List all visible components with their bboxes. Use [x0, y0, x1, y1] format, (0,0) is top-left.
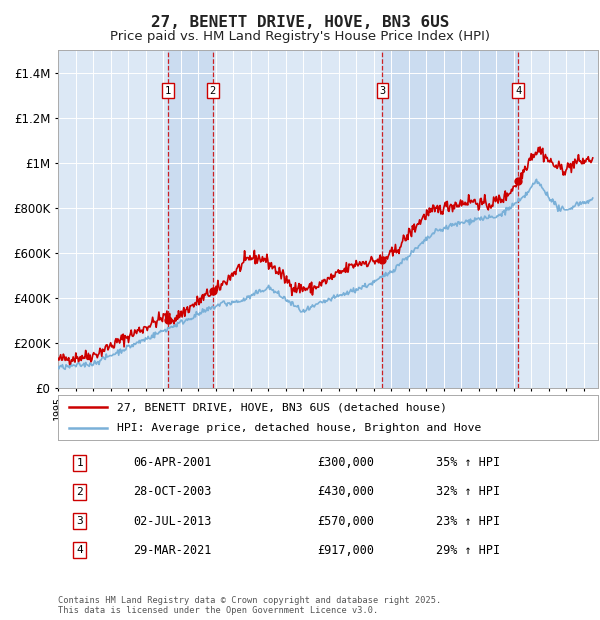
Text: 3: 3 — [76, 516, 83, 526]
Text: 23% ↑ HPI: 23% ↑ HPI — [436, 515, 500, 528]
Text: 06-APR-2001: 06-APR-2001 — [134, 456, 212, 469]
Text: Price paid vs. HM Land Registry's House Price Index (HPI): Price paid vs. HM Land Registry's House … — [110, 30, 490, 43]
Bar — [168, 50, 213, 388]
Text: 27, BENETT DRIVE, HOVE, BN3 6US: 27, BENETT DRIVE, HOVE, BN3 6US — [151, 15, 449, 30]
Bar — [382, 50, 518, 388]
Text: 3: 3 — [379, 86, 385, 95]
Text: £917,000: £917,000 — [317, 544, 374, 557]
Text: £430,000: £430,000 — [317, 485, 374, 498]
Text: 4: 4 — [515, 86, 521, 95]
Text: Contains HM Land Registry data © Crown copyright and database right 2025.
This d: Contains HM Land Registry data © Crown c… — [58, 596, 441, 615]
Text: 4: 4 — [76, 546, 83, 556]
Text: 1: 1 — [165, 86, 171, 95]
Text: HPI: Average price, detached house, Brighton and Hove: HPI: Average price, detached house, Brig… — [118, 423, 482, 433]
Text: 29% ↑ HPI: 29% ↑ HPI — [436, 544, 500, 557]
Text: 1: 1 — [76, 458, 83, 467]
Text: £300,000: £300,000 — [317, 456, 374, 469]
Text: 02-JUL-2013: 02-JUL-2013 — [134, 515, 212, 528]
Text: 2: 2 — [76, 487, 83, 497]
Text: 32% ↑ HPI: 32% ↑ HPI — [436, 485, 500, 498]
Text: 2: 2 — [209, 86, 216, 95]
Text: £570,000: £570,000 — [317, 515, 374, 528]
Text: 28-OCT-2003: 28-OCT-2003 — [134, 485, 212, 498]
Text: 35% ↑ HPI: 35% ↑ HPI — [436, 456, 500, 469]
Text: 27, BENETT DRIVE, HOVE, BN3 6US (detached house): 27, BENETT DRIVE, HOVE, BN3 6US (detache… — [118, 402, 448, 412]
Text: 29-MAR-2021: 29-MAR-2021 — [134, 544, 212, 557]
